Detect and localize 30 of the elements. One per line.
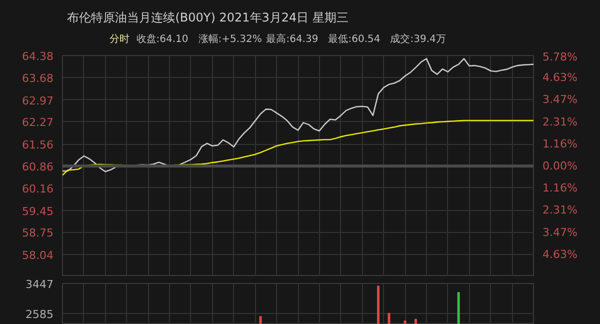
y-tick-label: 2585 (26, 308, 54, 322)
text: 最低:60.54 (328, 34, 380, 45)
text: 分时 (110, 33, 130, 45)
chart-title: 布伦特原油当月连续(B00Y) 2021年3月24日 星期三 (67, 10, 348, 24)
y-tick-label: 60.16 (22, 182, 54, 196)
y2-tick-label: 3.47% (542, 93, 578, 106)
y2-tick-label: 2.31% (542, 204, 578, 217)
y2-tick-label: 5.78% (542, 50, 578, 64)
y2-tick-label: 2.31% (542, 115, 578, 128)
text: 涨幅:+5.32% (198, 33, 262, 45)
y2-tick-label: 1.16% (542, 182, 578, 195)
y-tick-label: 61.56 (22, 138, 54, 152)
y-tick-label: 62.97 (22, 94, 54, 108)
y-tick-label: 62.27 (22, 116, 54, 130)
y-tick-label: 60.86 (22, 160, 54, 174)
y2-tick-label: 0.00% (542, 160, 578, 172)
y2-tick-label: 3.47% (542, 226, 578, 239)
y-tick-label: 58.04 (22, 249, 54, 262)
y-tick-label: 59.45 (22, 204, 54, 218)
y-tick-label: 64.38 (22, 50, 54, 63)
text: 成交:39.4万 (390, 33, 446, 45)
y2-tick-label: 4.63% (542, 248, 578, 262)
line-series (62, 58, 534, 172)
y-tick-label: 63.68 (22, 72, 54, 85)
y2-tick-label: 4.63% (542, 70, 578, 84)
text: 收盘:64.10 (136, 33, 188, 45)
y-tick-label: 3447 (26, 278, 54, 291)
y2-tick-label: 1.16% (542, 137, 578, 150)
text: 最高:64.39 (266, 33, 318, 45)
y-tick-label: 58.75 (22, 226, 54, 240)
